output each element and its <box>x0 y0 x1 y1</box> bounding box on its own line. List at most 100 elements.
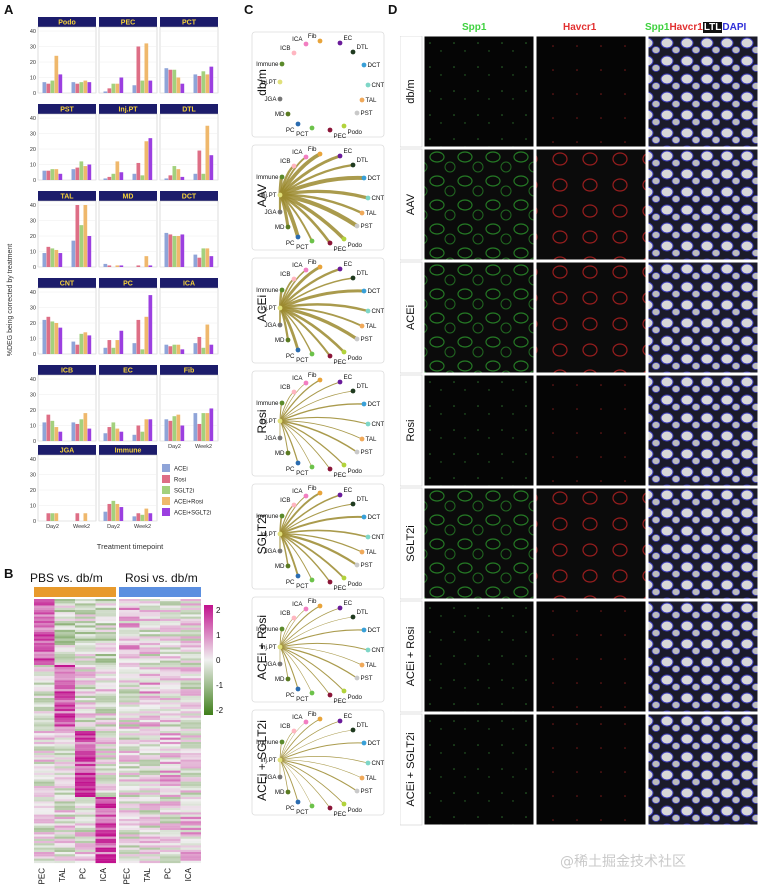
heatmap-cell <box>54 852 75 855</box>
heatmap-cell <box>180 772 201 776</box>
heatmap-cell <box>180 680 201 683</box>
heatmap-cell <box>119 698 140 701</box>
bar-acei <box>42 319 47 354</box>
heatmap-cell <box>95 665 116 668</box>
heatmap-cell <box>75 753 96 756</box>
heatmap-cell <box>54 781 75 784</box>
heatmap-cell <box>54 687 75 690</box>
heatmap-cell <box>95 781 116 784</box>
heatmap-cell <box>54 610 75 613</box>
heatmap-cell <box>95 649 116 652</box>
y-tick-label: 20 <box>30 234 36 240</box>
heatmap-cell <box>95 845 116 848</box>
heatmap-cell <box>139 634 160 637</box>
heatmap-cell <box>119 735 140 738</box>
heatmap-cell <box>95 728 116 732</box>
heatmap-cell <box>75 841 96 844</box>
network-node-cnt <box>365 82 371 88</box>
heatmap-cell <box>139 755 160 758</box>
bar-acei <box>193 173 198 180</box>
heatmap-cell <box>139 814 160 817</box>
heatmap-cell <box>180 779 201 782</box>
heatmap-cell <box>95 746 116 749</box>
bar-rosi <box>75 344 80 354</box>
heatmap-cell <box>54 821 75 824</box>
heatmap-cell <box>119 860 140 864</box>
heatmap-cell <box>54 643 75 646</box>
legend-swatch <box>162 475 170 483</box>
network-node-inj-pt <box>277 531 283 537</box>
heatmap-cell <box>95 601 116 604</box>
heatmap-cell <box>75 755 96 758</box>
heatmap-cell <box>75 832 96 835</box>
colorbar-tick-label: 0 <box>216 656 221 665</box>
heatmap-cell <box>54 665 75 668</box>
heatmap-cell <box>180 825 201 828</box>
bar-acei-sglt2i <box>119 507 124 521</box>
heatmap-cell <box>95 843 116 846</box>
column-header-havcr1: Havcr1 <box>563 22 597 33</box>
network-node-icb <box>291 728 297 734</box>
heatmap-cell <box>54 651 75 655</box>
y-tick-label: 30 <box>30 45 36 51</box>
heatmap-cell <box>75 720 96 723</box>
network-node-label: Podo <box>348 242 363 249</box>
network-edge <box>279 759 345 805</box>
heatmap-cell <box>160 695 181 699</box>
network-node-label: PC <box>286 466 295 473</box>
heatmap-cell <box>119 599 140 602</box>
heatmap-cell <box>54 627 75 630</box>
heatmap-cell <box>54 654 75 657</box>
network-node-label: PST <box>361 788 373 795</box>
heatmap-cell <box>54 623 75 626</box>
heatmap-cell <box>34 671 55 674</box>
network-node-jga <box>277 661 283 667</box>
heatmap-cell <box>160 733 181 736</box>
heatmap-cell <box>160 702 181 705</box>
network-condition-label: AAV <box>255 184 269 207</box>
heatmap-cell <box>119 638 140 641</box>
network-node-label: PEC <box>334 246 347 253</box>
network-node-label: PEC <box>334 811 347 818</box>
heatmap-cell <box>54 819 75 822</box>
heatmap-cell <box>54 805 75 809</box>
heatmap-cell <box>95 607 116 611</box>
heatmap-cell <box>34 764 55 767</box>
heatmap-cell <box>139 761 160 765</box>
heatmap-cell <box>180 629 201 633</box>
heatmap-cell <box>160 786 181 789</box>
heatmap-cell <box>160 728 181 732</box>
heatmap-cell <box>139 618 160 622</box>
heatmap-cell <box>34 803 55 806</box>
heatmap-cell <box>54 689 75 692</box>
heatmap-cell <box>119 654 140 657</box>
heatmap-cell <box>180 748 201 751</box>
heatmap-cell <box>119 801 140 804</box>
micro-row-label-cell <box>400 487 423 600</box>
heatmap-cell <box>180 717 201 721</box>
heatmap-cell <box>160 671 181 674</box>
heatmap-cell <box>160 621 181 624</box>
heatmap-cell <box>95 841 116 844</box>
network-node-podo <box>341 462 347 468</box>
bar-acei <box>42 82 47 93</box>
heatmap-cell <box>139 832 160 835</box>
colorbar-tick-label: -2 <box>216 706 224 715</box>
heatmap-cell <box>95 709 116 712</box>
network-node-label: EC <box>344 35 353 42</box>
heatmap-cell <box>54 702 75 705</box>
bar-acei-sglt2i <box>58 74 63 93</box>
heatmap-cell <box>54 680 75 683</box>
heatmap-cell <box>75 761 96 765</box>
network-node-label: DCT <box>368 514 381 521</box>
heatmap-cell <box>95 783 116 787</box>
heatmap-cell <box>34 726 55 729</box>
heatmap-cell <box>75 854 96 857</box>
column-header-merge: Spp1Havcr1LTLDAPI <box>645 22 746 33</box>
heatmap-cell <box>95 757 116 760</box>
heatmap-cell <box>95 847 116 850</box>
legend-swatch <box>162 464 170 472</box>
heatmap-cell <box>139 682 160 685</box>
heatmap-cell <box>180 625 201 628</box>
